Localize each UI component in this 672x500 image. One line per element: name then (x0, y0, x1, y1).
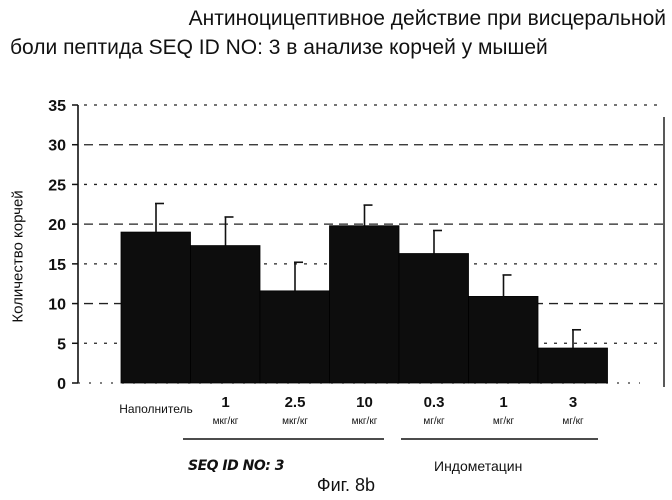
title-line-1: Антиноцицептивное действие при висцераль… (188, 7, 666, 30)
y-tick-label: 30 (48, 138, 66, 155)
y-tick-label: 0 (57, 376, 66, 393)
x-category-unit: мг/кг (423, 416, 445, 427)
x-category-label: 3 мг/кг (533, 394, 613, 428)
bar (468, 296, 539, 384)
y-tick-label: 25 (48, 177, 66, 194)
x-category-value: 1 (221, 394, 230, 411)
y-tick-label: 35 (48, 98, 66, 115)
x-category-value: 0.3 (423, 394, 445, 411)
group-label-indomethacin: Индометацин (434, 458, 523, 474)
x-category-unit: мкг/кг (351, 416, 378, 427)
x-category-label: Наполнитель (116, 400, 196, 418)
group-label-seq-id: SEQ ID NO: 3 (188, 458, 284, 474)
y-tick-label: 10 (48, 297, 66, 314)
x-category-value: Наполнитель (119, 402, 193, 416)
x-category-label: 1 мкг/кг (186, 394, 266, 428)
title-line-2: боли пептида SEQ ID NO: 3 в анализе корч… (10, 36, 548, 59)
figure-label: Фиг. 8b (0, 475, 672, 496)
x-category-unit: мг/кг (492, 416, 515, 427)
x-category-value: 2.5 (284, 394, 306, 411)
y-axis-label: Количество корчей (9, 190, 27, 323)
y-tick-label: 20 (48, 217, 66, 234)
chart-title: Антиноцицептивное действие при висцераль… (6, 4, 666, 62)
x-category-unit: мкг/кг (212, 416, 239, 427)
x-category-unit: мг/кг (562, 416, 584, 427)
bar (259, 290, 330, 384)
x-category-value: 10 (356, 394, 373, 411)
bar (329, 225, 400, 384)
x-category-value: 1 (499, 394, 508, 411)
y-tick-label: 5 (57, 336, 66, 353)
y-tick-label: 15 (48, 257, 66, 274)
figure-label-text: Фиг. 8b (316, 475, 376, 495)
x-category-unit: мкг/кг (282, 416, 308, 427)
bar (398, 253, 469, 384)
bar (190, 245, 261, 384)
x-category-label: 0.3 мг/кг (394, 394, 474, 428)
x-category-label: 2.5 мкг/кг (255, 394, 335, 428)
x-category-value: 3 (568, 394, 578, 411)
bar (537, 347, 608, 384)
x-category-label: 1 мг/кг (464, 394, 544, 428)
x-category-label: 10 мкг/кг (325, 394, 405, 428)
bar (120, 231, 191, 384)
